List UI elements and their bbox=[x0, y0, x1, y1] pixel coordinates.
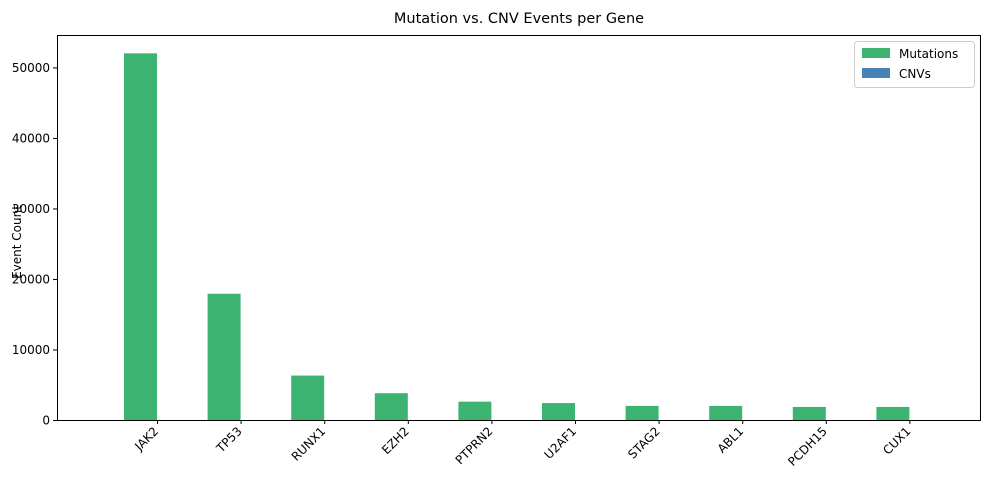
y-tick-label: 20000 bbox=[12, 272, 50, 286]
bar-mutations-stag2 bbox=[625, 405, 659, 420]
bar-mutations-cux1 bbox=[876, 406, 910, 420]
legend: Mutations CNVs bbox=[854, 41, 975, 88]
legend-swatch-mutations bbox=[862, 48, 890, 58]
y-tick-label: 50000 bbox=[12, 61, 50, 75]
legend-label-cnvs: CNVs bbox=[899, 67, 931, 81]
y-axis-title: Event Count bbox=[10, 205, 24, 279]
bars-layer bbox=[124, 53, 910, 420]
bar-mutations-pcdh15 bbox=[792, 406, 826, 420]
bar-mutations-ezh2 bbox=[374, 393, 408, 420]
y-axis: 0 10000 20000 30000 40000 50000 bbox=[12, 61, 57, 428]
chart-title: Mutation vs. CNV Events per Gene bbox=[394, 11, 644, 27]
y-tick-label: 0 bbox=[42, 414, 50, 428]
legend-swatch-cnvs bbox=[862, 68, 890, 78]
bar-mutations-abl1 bbox=[709, 405, 743, 420]
bar-mutations-u2af1 bbox=[542, 403, 575, 420]
legend-label-mutations: Mutations bbox=[899, 47, 958, 61]
y-tick-label: 10000 bbox=[12, 343, 50, 357]
plot-frame bbox=[57, 35, 981, 421]
bar-mutations-tp53 bbox=[207, 293, 241, 420]
bar-mutations-ptprn2 bbox=[458, 401, 492, 420]
y-tick-label: 30000 bbox=[12, 202, 50, 216]
bar-mutations-jak2 bbox=[124, 53, 157, 420]
bar-mutations-runx1 bbox=[291, 375, 325, 420]
y-tick-label: 40000 bbox=[12, 131, 50, 145]
